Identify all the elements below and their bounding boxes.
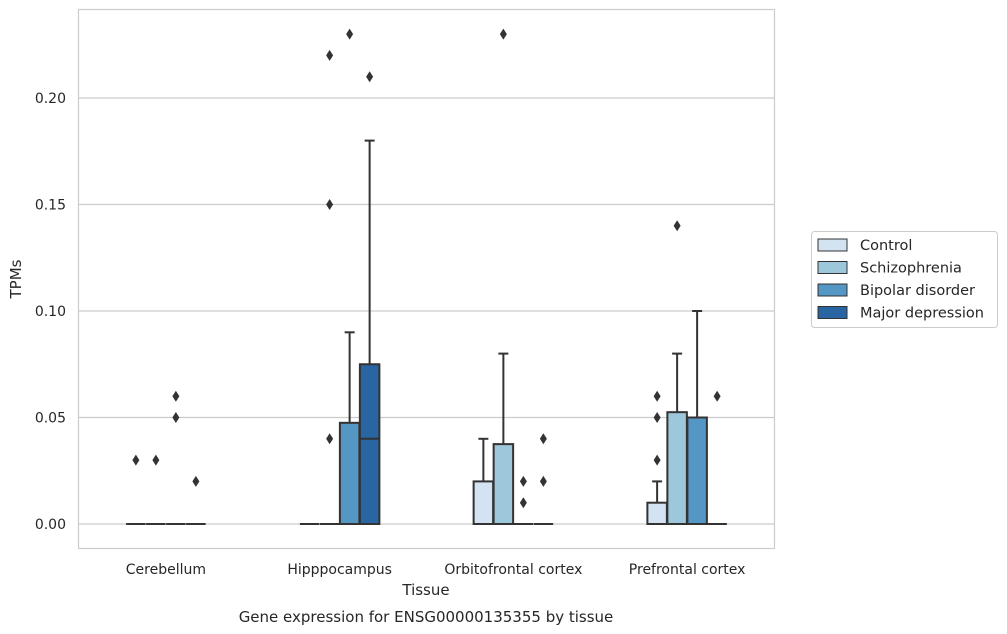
outlier-point [366,71,374,83]
outlier-point [653,454,661,466]
outlier-point [132,454,140,466]
y-tick-label: 0.05 [35,411,66,427]
legend-label: Bipolar disorder [860,283,975,299]
outlier-point [653,412,661,423]
x-tick-label: Orbitofrontal cortex [444,562,582,578]
outlier-point [326,433,334,445]
legend-swatch [817,283,848,297]
box-group [472,437,495,525]
box-group [666,220,688,525]
outlier-point [713,390,721,402]
box-group [146,454,166,525]
outlier-point [192,475,200,487]
legend-label: Major depression [860,306,984,322]
plot-frame [77,8,776,550]
outlier-point [326,199,334,210]
outlier-point [653,390,661,402]
box [472,480,495,525]
legend-swatch [817,261,848,274]
box [646,501,668,526]
box-group [319,49,340,525]
outlier-point [346,28,354,40]
box [358,363,381,525]
y-tick-labels: 0.00 0.05 0.10 0.15 0.20 [35,91,66,533]
outlier-point [673,220,681,232]
legend-frame [811,231,998,328]
outlier-point [499,28,507,40]
x-tick-label: Hipppocampus [287,562,392,578]
series-bipolar-disorder [166,28,708,526]
y-tick-label: 0.15 [35,198,66,214]
outlier-point [519,475,527,487]
legend-item: Control [817,238,912,254]
box-group [166,390,186,525]
box-group [707,390,727,525]
series-major-depression [186,71,727,525]
x-tick-label: Prefrontal cortex [629,562,746,578]
box-group [533,433,554,525]
x-axis-title: Tissue [401,581,449,599]
legend-label: Control [860,238,912,254]
outlier-point [539,475,547,487]
x-tick-label: Cerebellum [126,562,206,578]
legend-item: Bipolar disorder [817,283,975,299]
box-group [686,310,708,525]
box [492,443,515,525]
box-group [338,28,361,526]
box-group [186,475,206,525]
y-tick-label: 0.20 [35,91,66,107]
outlier-point [152,454,160,466]
series-schizophrenia [146,28,688,525]
legend-item: Major depression [817,306,984,322]
box-group [358,71,381,525]
legend: Control Schizophrenia Bipolar disorder Majo… [811,231,998,328]
y-tick-label: 0.00 [35,517,66,533]
legend-item: Schizophrenia [817,261,962,277]
outlier-point [519,497,527,509]
box-series [126,28,727,526]
legend-swatch [817,306,848,319]
outlier-point [326,49,334,61]
legend-label: Schizophrenia [860,261,962,277]
box-group [492,28,515,525]
y-axis-title: TPMs [7,259,25,299]
outlier-point [172,390,180,402]
y-tick-label: 0.10 [35,304,66,320]
box-group [126,454,146,525]
x-tick-labels: Cerebellum Hipppocampus Orbitofrontal cort… [126,562,746,578]
box-group [513,475,534,525]
legend-swatch [817,238,848,252]
series-control [126,390,668,526]
box [666,411,688,525]
box-group [646,390,668,526]
outlier-point [172,412,180,423]
chart-title: Gene expression for ENSG00000135355 by t… [239,608,614,626]
box [338,421,361,526]
box [686,416,708,525]
outlier-point [539,433,547,445]
